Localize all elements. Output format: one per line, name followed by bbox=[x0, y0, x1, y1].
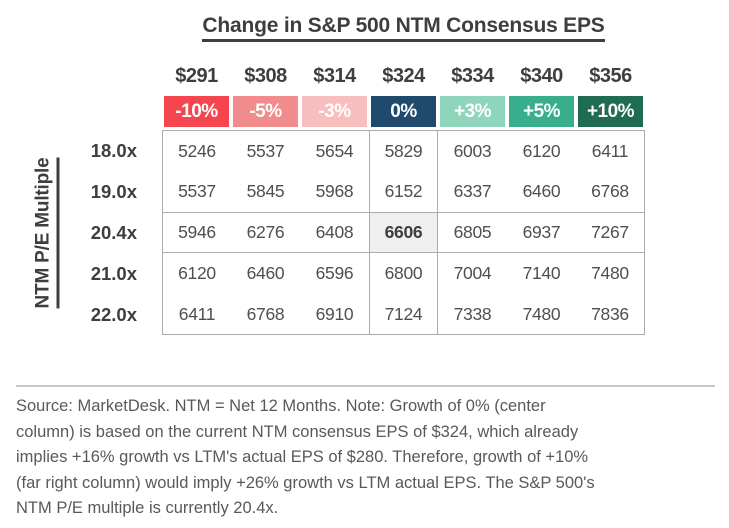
data-cell: 5968 bbox=[315, 181, 354, 201]
eps-header-cell: $308 bbox=[244, 64, 287, 87]
data-cell: 6411 bbox=[162, 294, 231, 335]
data-cell: 6768 bbox=[231, 294, 300, 335]
growth-swatch: 0% bbox=[371, 96, 436, 127]
row-label: 21.0x bbox=[90, 262, 137, 284]
row-label: 18.0x bbox=[90, 139, 137, 161]
data-cell: 7338 bbox=[438, 294, 507, 335]
data-cell: 5829 bbox=[369, 130, 438, 171]
row-label-current: 20.4x bbox=[90, 221, 137, 243]
data-cell: 6408 bbox=[300, 212, 369, 253]
data-cell: 5845 bbox=[246, 181, 285, 201]
data-cell: 6152 bbox=[369, 171, 438, 212]
data-cell: 6411 bbox=[576, 130, 645, 171]
data-cell: 6768 bbox=[576, 171, 645, 212]
eps-sensitivity-table: $291 $308 $314 $324 $334 $340 $356 -10% … bbox=[0, 56, 729, 335]
growth-swatch: -5% bbox=[233, 96, 298, 127]
footnote-line: implies +16% growth vs LTM's actual EPS … bbox=[16, 448, 589, 466]
growth-header-cell: 0% bbox=[369, 96, 438, 130]
header-gutter bbox=[0, 56, 162, 96]
data-cell: 6460 bbox=[246, 263, 285, 283]
data-cell: 5654 bbox=[300, 130, 369, 171]
data-cell: 6805 bbox=[438, 212, 507, 253]
footnote-line: column) is based on the current NTM cons… bbox=[16, 422, 579, 441]
growth-swatch: +10% bbox=[578, 96, 643, 127]
data-cell: 6003 bbox=[438, 130, 507, 171]
data-cell: 5537 bbox=[231, 130, 300, 171]
growth-swatch: -3% bbox=[302, 96, 367, 127]
footnote: Source: MarketDesk. NTM = Net 12 Months.… bbox=[16, 394, 713, 522]
data-cell: 7124 bbox=[369, 294, 438, 335]
data-cell: 6800 bbox=[369, 253, 438, 294]
eps-header-cell: $324 bbox=[382, 64, 425, 87]
growth-header-cell: -10% bbox=[162, 96, 231, 130]
data-cell: 6910 bbox=[300, 294, 369, 335]
growth-swatch: -10% bbox=[164, 96, 229, 127]
data-cell: 5946 bbox=[162, 212, 231, 253]
data-cell: 7004 bbox=[453, 263, 492, 283]
data-cell: 6937 bbox=[507, 212, 576, 253]
footnote-line: Source: MarketDesk. NTM = Net 12 Months.… bbox=[16, 397, 546, 415]
eps-header-cell: $334 bbox=[451, 64, 494, 87]
header-gutter bbox=[0, 96, 162, 130]
data-cell: 7480 bbox=[507, 294, 576, 335]
data-cell: 7140 bbox=[522, 263, 561, 283]
data-cell: 6337 bbox=[453, 181, 492, 201]
footnote-divider bbox=[16, 385, 715, 387]
data-cell: 5537 bbox=[162, 171, 231, 212]
eps-header-cell: $314 bbox=[313, 64, 356, 87]
title-row: Change in S&P 500 NTM Consensus EPS bbox=[162, 0, 645, 42]
page-title: Change in S&P 500 NTM Consensus EPS bbox=[202, 14, 605, 42]
footnote-line: NTM P/E multiple is currently 20.4x. bbox=[16, 499, 279, 517]
row-label: 19.0x bbox=[90, 180, 137, 202]
data-cell: 7836 bbox=[576, 294, 645, 335]
data-cell: 6460 bbox=[522, 181, 561, 201]
data-cell: 6276 bbox=[231, 212, 300, 253]
data-cell: 7480 bbox=[576, 253, 645, 294]
eps-header-cell: $340 bbox=[520, 64, 563, 87]
y-axis-label: NTM P/E Multiple bbox=[32, 157, 60, 309]
growth-swatch: +5% bbox=[509, 96, 574, 127]
growth-swatch: +3% bbox=[440, 96, 505, 127]
data-cell: 5246 bbox=[162, 130, 231, 171]
data-cell: 6596 bbox=[315, 263, 354, 283]
growth-header-cell: -3% bbox=[300, 96, 369, 130]
data-cell: 7267 bbox=[576, 212, 645, 253]
growth-header-cell: +3% bbox=[438, 96, 507, 130]
growth-header-cell: +10% bbox=[576, 96, 645, 130]
data-cell: 6120 bbox=[162, 253, 231, 294]
row-label: 22.0x bbox=[90, 303, 137, 325]
growth-header-cell: +5% bbox=[507, 96, 576, 130]
eps-header-cell: $356 bbox=[589, 64, 632, 87]
eps-header-cell: $291 bbox=[175, 64, 218, 87]
highlight-cell: 6606 bbox=[369, 212, 438, 253]
footnote-line: (far right column) would imply +26% grow… bbox=[16, 473, 595, 492]
data-cell: 6120 bbox=[507, 130, 576, 171]
growth-header-cell: -5% bbox=[231, 96, 300, 130]
